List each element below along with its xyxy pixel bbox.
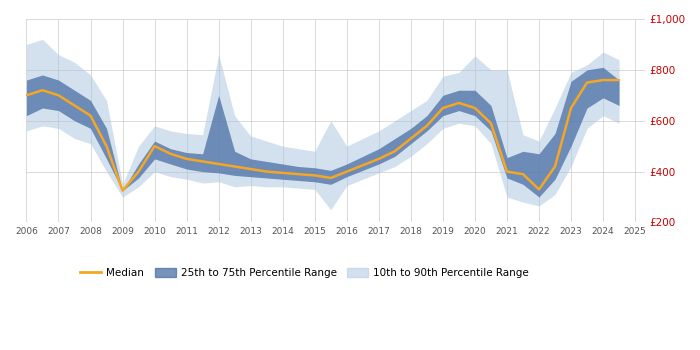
- Median: [455, 101, 463, 105]
- Median: [183, 157, 191, 161]
- Legend: Median, 25th to 75th Percentile Range, 10th to 90th Percentile Range: Median, 25th to 75th Percentile Range, 1…: [76, 264, 533, 282]
- Median: [407, 136, 415, 141]
- Median: [198, 159, 206, 163]
- Median: [342, 169, 351, 174]
- Median: [118, 189, 127, 193]
- Median: [615, 78, 623, 82]
- Median: [102, 144, 111, 148]
- Median: [214, 162, 223, 166]
- Median: [551, 164, 559, 169]
- Median: [279, 171, 287, 175]
- Median: [295, 172, 303, 176]
- Median: [327, 176, 335, 180]
- Median: [439, 106, 447, 110]
- Median: [311, 173, 319, 177]
- Median: [503, 169, 511, 174]
- Median: [535, 187, 543, 191]
- Median: [391, 149, 399, 153]
- Median: [230, 164, 239, 169]
- Median: [167, 152, 175, 156]
- Median: [519, 172, 527, 176]
- Median: [38, 88, 47, 92]
- Median: [55, 93, 63, 97]
- Median: [486, 121, 495, 125]
- Median: [86, 113, 94, 118]
- Median: [567, 106, 575, 110]
- Line: Median: Median: [27, 80, 619, 191]
- Median: [134, 169, 143, 174]
- Median: [150, 144, 159, 148]
- Median: [583, 80, 592, 85]
- Median: [374, 157, 383, 161]
- Median: [358, 163, 367, 167]
- Median: [262, 169, 271, 174]
- Median: [70, 103, 78, 107]
- Median: [599, 78, 608, 82]
- Median: [22, 93, 31, 97]
- Median: [246, 167, 255, 171]
- Median: [423, 124, 431, 128]
- Median: [470, 106, 479, 110]
